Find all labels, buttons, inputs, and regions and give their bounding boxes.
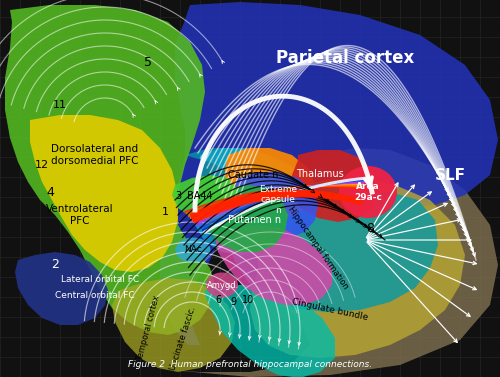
Text: Amygd.: Amygd. — [207, 280, 239, 290]
Text: 6: 6 — [215, 295, 221, 305]
Text: Area
29a-c: Area 29a-c — [354, 182, 382, 202]
Polygon shape — [215, 225, 332, 305]
Text: Parietal cortex: Parietal cortex — [276, 49, 414, 67]
Text: Figure 2  Human prefrontal hippocampal connections.: Figure 2 Human prefrontal hippocampal co… — [128, 360, 372, 369]
Text: NAc: NAc — [184, 245, 202, 254]
Polygon shape — [250, 178, 465, 358]
Text: Putamen n: Putamen n — [228, 215, 281, 225]
Text: BA44: BA44 — [187, 191, 213, 201]
Text: Hippocampal formation: Hippocampal formation — [286, 205, 350, 291]
Polygon shape — [225, 148, 315, 218]
Polygon shape — [205, 185, 288, 252]
Text: Caudate n: Caudate n — [228, 170, 278, 180]
Text: Cingulate bundle: Cingulate bundle — [291, 297, 369, 322]
Text: Ventrolateral
PFC: Ventrolateral PFC — [46, 204, 114, 226]
Polygon shape — [112, 278, 235, 372]
Polygon shape — [292, 150, 378, 222]
Polygon shape — [192, 148, 298, 255]
Text: 12: 12 — [35, 160, 49, 170]
Text: SLF: SLF — [434, 167, 466, 182]
Text: 8: 8 — [366, 222, 374, 234]
Text: 11: 11 — [53, 100, 67, 110]
Polygon shape — [185, 148, 438, 312]
Polygon shape — [232, 172, 318, 240]
Polygon shape — [5, 5, 215, 335]
Ellipse shape — [176, 238, 210, 262]
Polygon shape — [160, 2, 498, 345]
Polygon shape — [172, 175, 238, 220]
Text: Uncinate fascic.: Uncinate fascic. — [168, 305, 198, 371]
Text: 5: 5 — [144, 55, 152, 69]
Text: Lateral orbital FC: Lateral orbital FC — [61, 276, 139, 285]
Text: 2: 2 — [51, 259, 59, 271]
Text: Temporal cortex: Temporal cortex — [135, 294, 161, 362]
Text: 10: 10 — [242, 295, 254, 305]
Text: Central orbital FC: Central orbital FC — [55, 291, 135, 299]
Polygon shape — [170, 148, 498, 377]
Text: Thalamus: Thalamus — [296, 169, 344, 179]
Text: 3: 3 — [175, 191, 181, 201]
Text: 9: 9 — [230, 297, 236, 307]
Polygon shape — [205, 285, 335, 377]
Text: 1: 1 — [162, 207, 168, 217]
Ellipse shape — [206, 273, 238, 297]
Text: Extreme
capsule
n: Extreme capsule n — [259, 185, 297, 215]
Text: 4: 4 — [46, 187, 54, 199]
Text: Dorsolateral and
dorsomedial PFC: Dorsolateral and dorsomedial PFC — [52, 144, 139, 166]
Polygon shape — [15, 252, 108, 325]
Ellipse shape — [339, 166, 397, 218]
Polygon shape — [30, 115, 178, 272]
